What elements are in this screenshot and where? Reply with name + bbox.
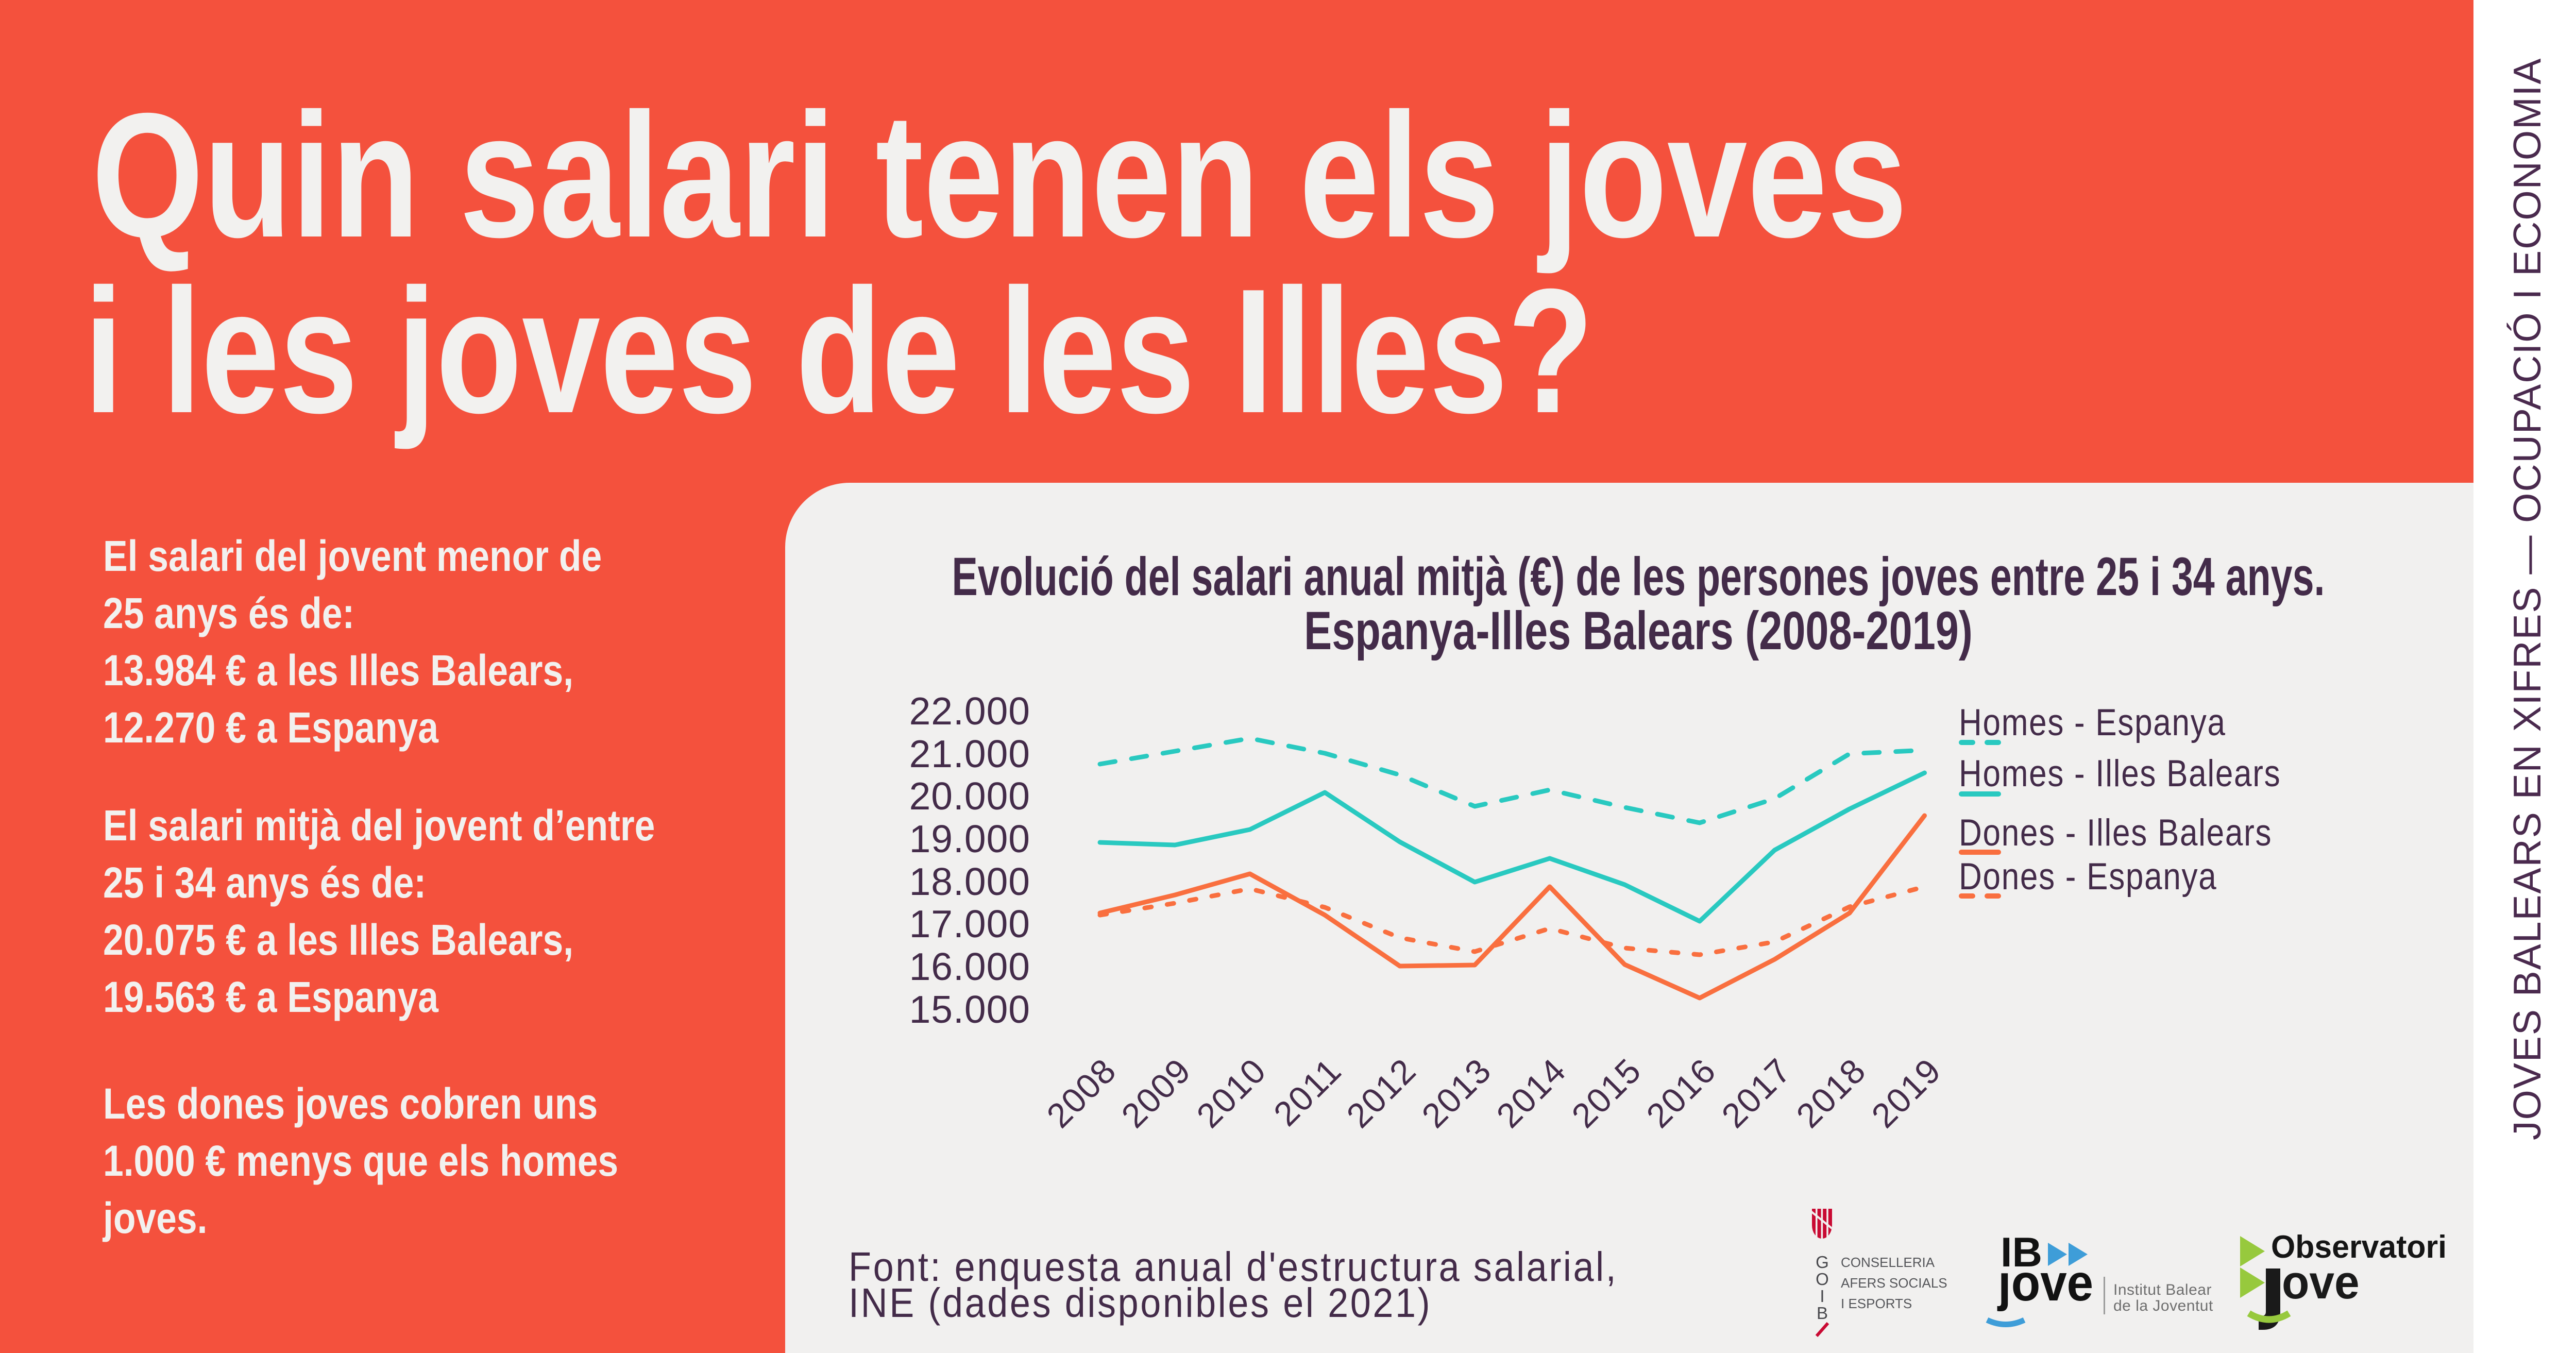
svg-text:2018: 2018 (1789, 1051, 1874, 1136)
svg-text:18.000: 18.000 (909, 860, 1030, 903)
svg-text:2016: 2016 (1639, 1051, 1724, 1136)
svg-text:22.000: 22.000 (909, 689, 1030, 733)
svg-text:2009: 2009 (1114, 1051, 1199, 1136)
svg-text:21.000: 21.000 (909, 732, 1030, 775)
svg-text:2013: 2013 (1415, 1051, 1499, 1136)
svg-text:2011: 2011 (1266, 1051, 1349, 1134)
svg-text:2012: 2012 (1340, 1051, 1424, 1136)
svg-text:2015: 2015 (1565, 1051, 1649, 1136)
svg-text:19.000: 19.000 (909, 817, 1030, 860)
svg-text:2010: 2010 (1190, 1051, 1274, 1136)
svg-text:15.000: 15.000 (909, 988, 1030, 1031)
svg-text:2014: 2014 (1489, 1051, 1574, 1136)
svg-text:2008: 2008 (1040, 1051, 1124, 1136)
svg-text:2019: 2019 (1865, 1051, 1949, 1136)
svg-text:16.000: 16.000 (909, 945, 1030, 988)
svg-text:17.000: 17.000 (909, 902, 1030, 945)
svg-text:2017: 2017 (1715, 1051, 1799, 1136)
svg-text:20.000: 20.000 (909, 774, 1030, 818)
